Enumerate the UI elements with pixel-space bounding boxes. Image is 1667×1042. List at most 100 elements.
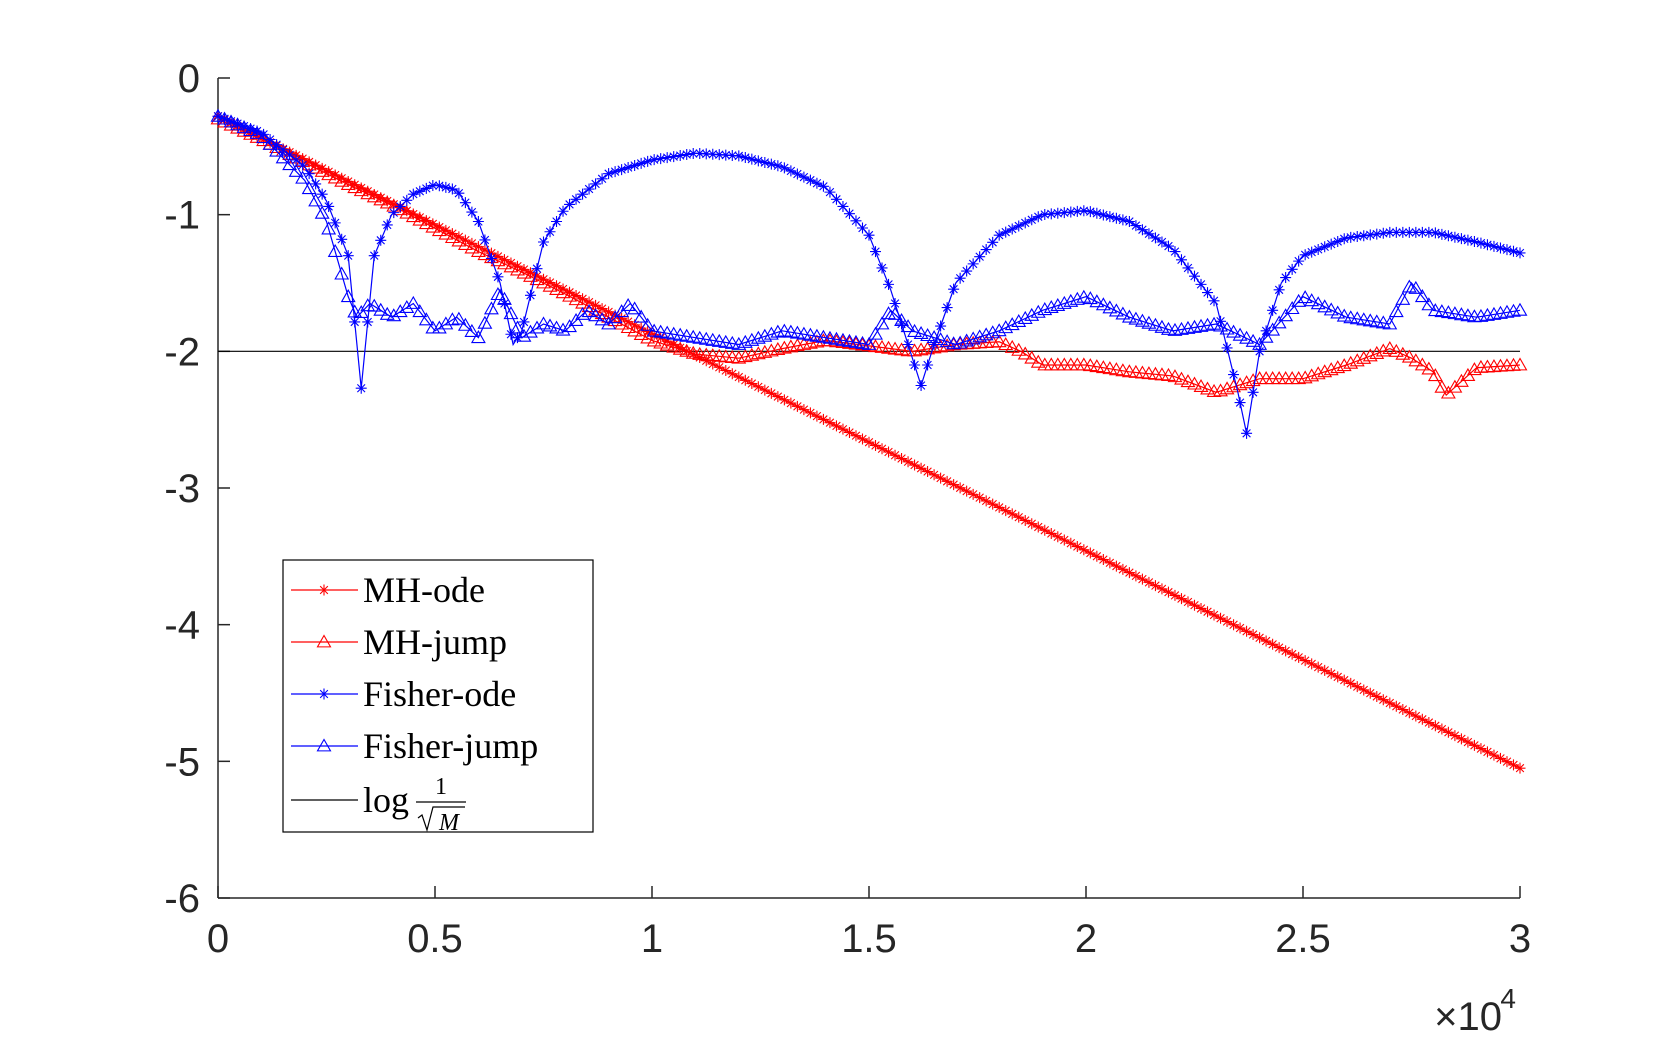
data-point — [824, 186, 836, 198]
data-point — [1078, 544, 1090, 556]
data-point — [1436, 228, 1448, 240]
data-point — [249, 125, 265, 139]
data-point — [1162, 586, 1174, 598]
data-point — [210, 108, 226, 122]
data-point — [1280, 645, 1292, 657]
data-point — [744, 347, 760, 361]
data-point — [418, 216, 434, 230]
data-point — [1271, 371, 1287, 385]
data-point — [1377, 227, 1389, 239]
data-point — [531, 263, 543, 275]
data-point — [1410, 226, 1422, 238]
data-point — [1091, 550, 1103, 562]
data-point — [1271, 315, 1287, 329]
data-point — [523, 324, 538, 338]
data-point — [1050, 297, 1066, 311]
data-point — [974, 492, 986, 504]
data-point — [642, 155, 654, 167]
data-point — [1462, 736, 1474, 748]
data-point — [1069, 357, 1085, 371]
data-point — [750, 346, 766, 360]
data-point — [1071, 205, 1083, 217]
data-point — [772, 391, 784, 403]
x-exponent-power: 4 — [1500, 983, 1516, 1014]
data-point — [1284, 371, 1300, 385]
y-tick-label: -6 — [164, 877, 200, 921]
data-point — [1416, 713, 1428, 725]
data-point — [737, 349, 753, 363]
data-point — [1123, 216, 1135, 227]
data-point — [876, 443, 888, 455]
data-point — [1108, 303, 1124, 317]
x-tick-label: 2 — [1075, 917, 1097, 961]
data-point — [323, 166, 335, 178]
data-point — [1507, 245, 1519, 257]
data-point — [288, 163, 304, 177]
data-point — [420, 215, 432, 227]
data-point — [381, 195, 393, 207]
data-point — [1475, 743, 1487, 755]
data-point — [1141, 315, 1157, 329]
data-point — [1082, 291, 1098, 305]
data-point — [503, 259, 519, 273]
data-point — [661, 152, 673, 164]
data-point — [1323, 302, 1339, 316]
data-point — [1254, 345, 1266, 357]
data-point — [477, 247, 493, 261]
data-point — [948, 283, 960, 295]
data-point — [1306, 246, 1318, 258]
data-point — [1421, 297, 1437, 311]
data-point — [440, 224, 452, 236]
data-point — [1058, 534, 1070, 546]
data-point — [1161, 367, 1176, 381]
data-point — [505, 257, 517, 269]
data-point — [1397, 226, 1409, 238]
data-point — [896, 318, 908, 330]
data-point — [1384, 226, 1396, 238]
data-point — [1494, 242, 1506, 254]
data-point — [850, 430, 862, 442]
data-point — [492, 250, 504, 262]
data-point — [1110, 560, 1122, 572]
data-point — [1351, 231, 1363, 243]
data-point — [588, 308, 604, 322]
data-point — [459, 197, 471, 209]
data-point — [1286, 648, 1298, 660]
data-point — [282, 157, 298, 171]
data-point — [562, 288, 577, 302]
data-point — [1401, 349, 1417, 363]
data-point — [1427, 368, 1443, 382]
data-point — [1000, 226, 1012, 238]
data-point — [1507, 759, 1519, 771]
data-point — [804, 174, 816, 186]
data-point — [1128, 311, 1144, 325]
data-point — [392, 304, 408, 318]
data-point — [1175, 593, 1187, 605]
data-point — [863, 229, 875, 241]
data-point — [1267, 638, 1279, 650]
data-point — [1278, 371, 1294, 385]
data-point — [427, 180, 439, 192]
data-point — [1189, 599, 1200, 611]
data-point — [1147, 317, 1163, 331]
data-point — [933, 332, 949, 346]
data-point — [1436, 723, 1448, 735]
data-point — [485, 252, 497, 264]
data-point — [883, 278, 895, 290]
data-point — [627, 323, 643, 337]
data-point — [446, 183, 458, 195]
data-point — [802, 335, 818, 349]
data-point — [568, 292, 584, 306]
data-point — [453, 187, 465, 199]
data-point — [1011, 342, 1027, 356]
data-point — [375, 192, 387, 204]
data-point — [303, 156, 315, 168]
data-point — [1208, 295, 1220, 307]
data-point — [1336, 308, 1352, 322]
data-point — [952, 335, 968, 349]
data-point — [687, 148, 699, 160]
data-point — [1488, 240, 1500, 252]
data-point — [798, 171, 810, 183]
data-point — [720, 149, 732, 161]
data-point — [1076, 289, 1092, 303]
